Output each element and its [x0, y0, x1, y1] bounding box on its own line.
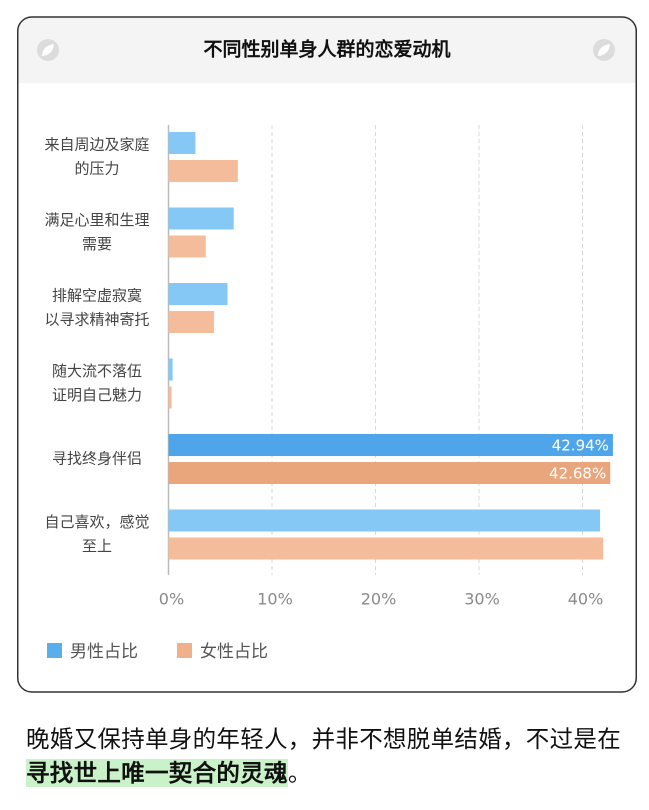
chart-title: 不同性别单身人群的恋爱动机 — [203, 38, 450, 61]
bar — [168, 434, 613, 456]
x-tick-label: 20% — [361, 590, 397, 609]
y-tick-label: 需要 — [82, 235, 112, 253]
y-tick-label: 来自周边及家庭 — [44, 136, 149, 154]
bar — [168, 386, 172, 409]
value-label: 42.68% — [549, 465, 606, 483]
bar — [168, 207, 234, 230]
card — [17, 16, 637, 693]
bar — [168, 311, 215, 333]
x-tick-label: 40% — [568, 590, 604, 609]
y-tick-label: 至上 — [82, 537, 112, 555]
bar — [168, 537, 604, 560]
y-tick-label: 满足心里和生理 — [44, 211, 149, 229]
bar — [168, 235, 206, 258]
bar — [168, 462, 611, 484]
legend-label: 男性占比 — [70, 642, 138, 662]
bar — [168, 283, 228, 305]
x-tick-label: 30% — [464, 590, 500, 609]
y-tick-label: 自己喜欢，感觉 — [44, 513, 149, 531]
y-tick-label: 寻找终身伴侣 — [52, 450, 142, 468]
value-label: 42.94% — [552, 437, 609, 455]
y-tick-label: 排解空虚寂寞 — [52, 287, 142, 305]
bar — [168, 132, 196, 154]
y-tick-label: 随大流不落伍 — [52, 362, 142, 380]
header-band — [17, 17, 636, 83]
legend-swatch — [47, 643, 62, 658]
y-tick-label: 证明自己魅力 — [52, 386, 142, 404]
caption: 晚婚又保持单身的年轻人，并非不想脱单结婚，不过是在寻找世上唯一契合的灵魂。 — [26, 722, 626, 790]
bar — [168, 509, 601, 532]
caption-text: 。 — [287, 759, 312, 787]
x-tick-label: 0% — [159, 590, 184, 609]
caption-text: 晚婚又保持单身的年轻人，并非不想脱单结婚，不过是在 — [26, 725, 621, 753]
x-tick-label: 10% — [257, 590, 293, 609]
legend-swatch — [177, 643, 192, 658]
caption-highlight: 寻找世上唯一契合的灵魂 — [26, 759, 288, 787]
y-tick-label: 以寻求精神寄托 — [44, 311, 149, 329]
bar — [168, 160, 238, 182]
chart: 不同性别单身人群的恋爱动机 0% 10% 20% 30% 40% 来自周边及家庭的压力满足… — [17, 16, 637, 693]
bar — [168, 358, 173, 381]
y-tick-label: 的压力 — [74, 160, 119, 178]
legend-label: 女性占比 — [200, 642, 268, 662]
leaf-icon — [37, 39, 615, 61]
